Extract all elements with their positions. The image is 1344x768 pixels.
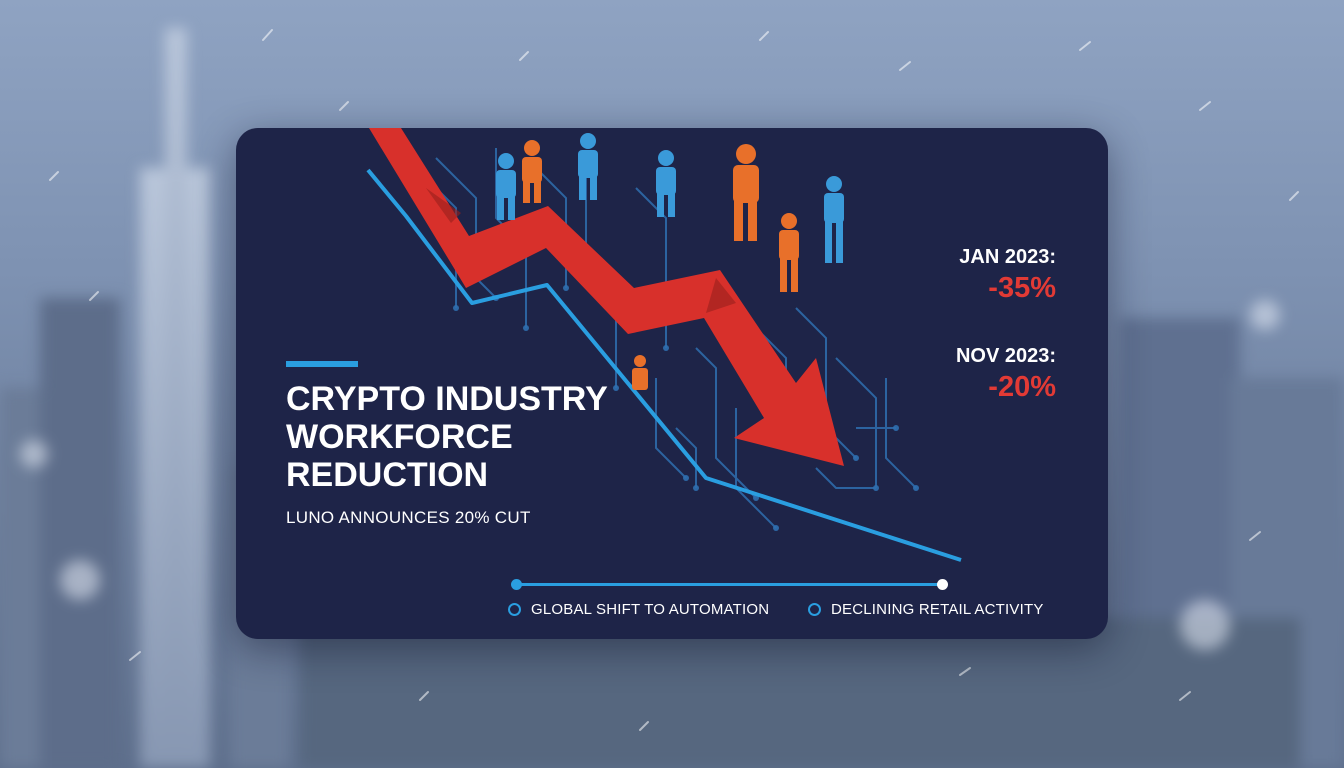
legend-item-retail: DECLINING RETAIL ACTIVITY [808,601,1044,618]
ring-bullet-icon [508,603,521,616]
background-light [20,440,48,468]
title-accent-bar [286,361,358,367]
timeline-end-dot-icon [937,579,948,590]
background-light [1180,600,1230,650]
legend-item-automation: GLOBAL SHIFT TO AUTOMATION [508,601,769,618]
infographic-card: CRYPTO INDUSTRY WORKFORCE REDUCTION LUNO… [236,128,1108,639]
down-trend-arrow-icon [369,128,844,466]
timeline-start-dot-icon [511,579,522,590]
headline-title: CRYPTO INDUSTRY WORKFORCE REDUCTION [286,380,608,494]
stat-jan-2023: JAN 2023: -35% [959,246,1056,305]
ring-bullet-icon [808,603,821,616]
timeline-bar [511,579,948,590]
background-spire [165,28,187,768]
stat-nov-2023: NOV 2023: -20% [956,345,1056,404]
background-building [40,298,120,768]
person-figures-icon [496,133,844,390]
background-building [300,618,1300,768]
background-light [60,560,100,600]
background-light [1250,300,1280,330]
stat-label: JAN 2023: [959,246,1056,268]
stat-value: -35% [988,272,1056,304]
stat-value: -20% [988,371,1056,403]
headline-subtitle: LUNO ANNOUNCES 20% CUT [286,508,531,527]
decline-trend-line [366,168,962,562]
decline-illustration [366,128,962,562]
legend-label: DECLINING RETAIL ACTIVITY [831,601,1044,618]
stat-label: NOV 2023: [955,345,1056,367]
legend-label: GLOBAL SHIFT TO AUTOMATION [531,601,770,618]
